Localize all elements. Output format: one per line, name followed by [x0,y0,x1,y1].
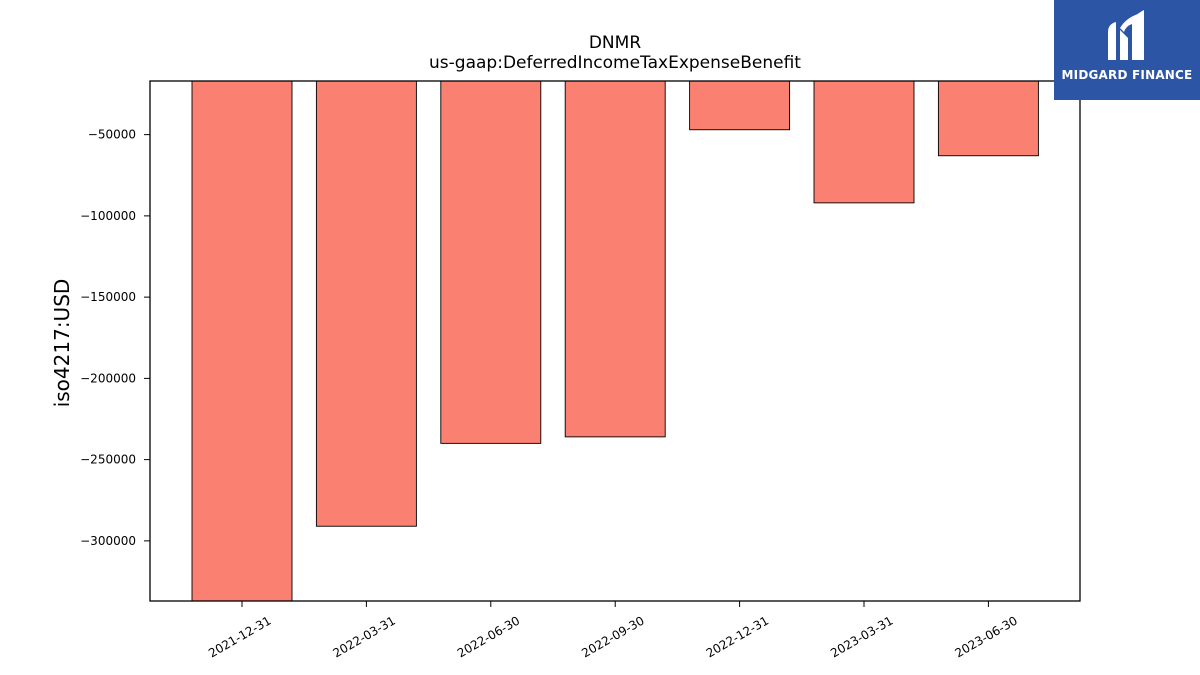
x-tick-label: 2023-03-31 [828,613,895,660]
bar-2022-12-31 [689,80,791,131]
x-tick-label: 2021-12-31 [206,613,273,660]
x-axis: 2021-12-31 2022-03-31 2022-06-30 2022-09-30… [206,601,1020,660]
y-tick-label: −200000 [80,371,136,385]
y-tick-label: −150000 [80,290,136,304]
logo-text: MIDGARD FINANCE [1061,68,1193,82]
brand-logo: MIDGARD FINANCE [1054,0,1200,100]
bar-2021-12-31 [191,80,293,602]
x-tick-label: 2022-09-30 [579,613,646,660]
y-tick-label: −300000 [80,534,136,548]
bar-2022-09-30 [564,80,666,438]
y-tick-label: −100000 [80,209,136,223]
chart-subtitle: us-gaap:DeferredIncomeTaxExpenseBenefit [429,53,801,73]
x-tick-label: 2022-03-31 [330,613,397,660]
x-tick-label: 2022-12-31 [704,613,771,660]
y-tick-label: −50000 [88,128,136,142]
y-axis: −50000 −100000 −150000 −200000 −250000 −30000… [80,128,150,548]
bar-2023-03-31 [813,80,915,204]
y-axis-label: iso4217:USD [50,279,74,408]
bars-group [191,80,1039,602]
x-tick-label: 2022-06-30 [455,613,522,660]
chart-title: DNMR [589,33,641,53]
bar-2023-06-30 [937,80,1039,157]
plot-frame [149,80,1081,602]
x-tick-label: 2023-06-30 [952,613,1019,660]
y-tick-label: −250000 [80,453,136,467]
logo-mark-icon [1108,10,1144,60]
bar-2022-06-30 [440,80,542,444]
bar-2022-03-31 [315,80,417,527]
